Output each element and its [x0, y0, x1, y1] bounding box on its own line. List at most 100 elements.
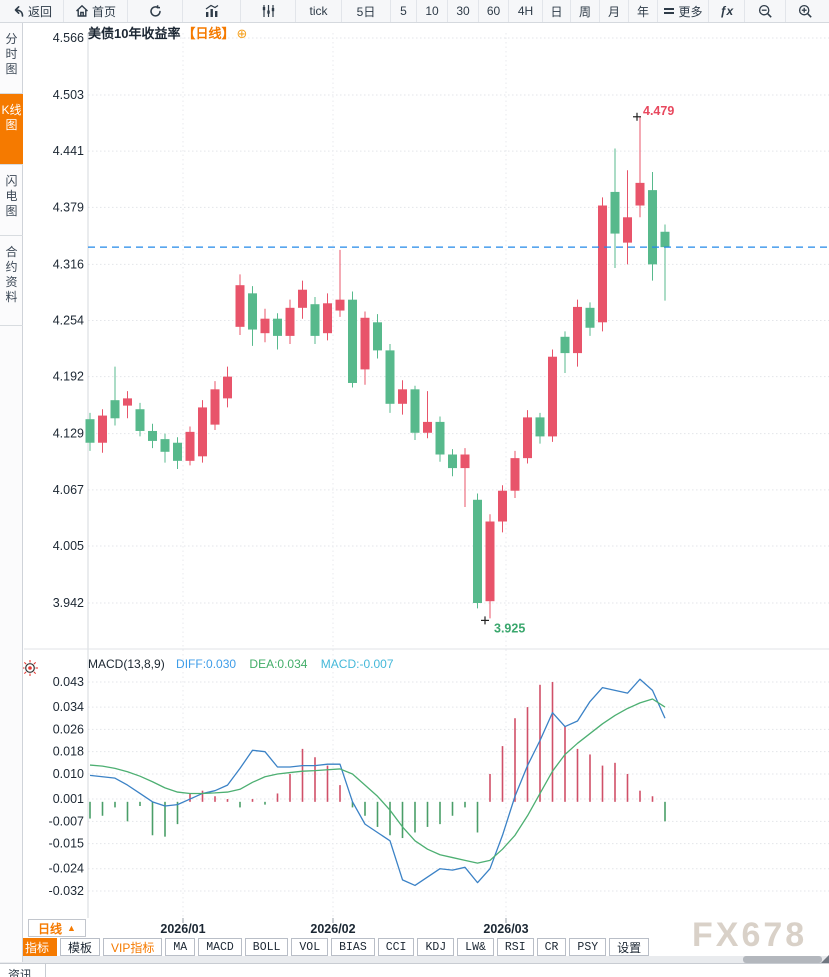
- period-year-button[interactable]: 年: [629, 0, 658, 22]
- x-axis-label: 2026/02: [310, 922, 355, 936]
- sidebar-item-time-chart[interactable]: 分时图: [0, 23, 23, 94]
- candle-body: [548, 356, 557, 437]
- refresh-button[interactable]: [128, 0, 183, 22]
- candle-body: [360, 317, 370, 370]
- tab-vol[interactable]: VOL: [291, 938, 329, 956]
- period-tick-button[interactable]: tick: [296, 0, 342, 22]
- candle-body: [635, 182, 645, 206]
- sidebar-item-candle-chart[interactable]: K线图: [0, 94, 23, 165]
- period-5d-button[interactable]: 5日: [342, 0, 391, 22]
- tab-templates[interactable]: 模板: [60, 938, 101, 956]
- candle-body: [198, 407, 207, 457]
- more-button[interactable]: 更多: [658, 0, 709, 22]
- home-button[interactable]: 首页: [64, 0, 128, 22]
- y-axis-label: 4.316: [53, 257, 84, 271]
- scrollbar-track: [0, 956, 829, 964]
- candle-body: [398, 389, 407, 404]
- macd-y-axis-label: 0.018: [53, 745, 84, 759]
- tab-settings[interactable]: 设置: [609, 938, 650, 956]
- candle-body: [85, 419, 95, 443]
- add-circle-icon[interactable]: ⊕: [236, 26, 248, 41]
- tab-indicators[interactable]: 指标: [17, 938, 58, 956]
- tab-label: MACD: [206, 940, 234, 954]
- candle-body: [460, 454, 470, 469]
- period-tag: 【日线】: [182, 26, 235, 41]
- back-label: 返回: [27, 4, 52, 19]
- tab-macd[interactable]: MACD: [198, 938, 242, 956]
- candle-body: [348, 299, 357, 383]
- tab-cci[interactable]: CCI: [377, 938, 415, 956]
- tab-label: 指标: [25, 940, 50, 955]
- candle-body: [285, 307, 295, 336]
- tab-label: 设置: [617, 940, 642, 955]
- tab-psy[interactable]: PSY: [569, 938, 607, 956]
- period-selector[interactable]: 日线 ▲: [28, 919, 86, 937]
- news-tab[interactable]: 资讯: [0, 964, 46, 977]
- indicator-settings-button[interactable]: [241, 0, 296, 22]
- period-4h-button[interactable]: 4H: [509, 0, 543, 22]
- period-10m-button[interactable]: 10: [417, 0, 448, 22]
- period-5m-button[interactable]: 5: [391, 0, 417, 22]
- tab-label: VOL: [299, 940, 321, 954]
- back-button[interactable]: 返回: [0, 0, 64, 22]
- formula-button[interactable]: ƒx: [709, 0, 745, 22]
- sidebar-item-label: 闪电图: [5, 174, 18, 218]
- macd-y-axis-label: 0.001: [53, 792, 84, 806]
- tab-cr[interactable]: CR: [536, 938, 567, 956]
- tab-kdj[interactable]: KDJ: [417, 938, 455, 956]
- zoom-out-button[interactable]: [745, 0, 786, 22]
- y-axis-label: 4.192: [53, 370, 84, 384]
- candle-body: [248, 293, 257, 330]
- candle-body: [323, 303, 332, 334]
- fx678-watermark: FX678: [692, 916, 808, 954]
- tab-label: RSI: [504, 940, 526, 954]
- macd-dea-line: [89, 698, 666, 864]
- macd-header: MACD(13,8,9) DIFF:0.030 DEA:0.034 MACD:-…: [88, 657, 394, 671]
- macd-y-axis-label: -0.015: [49, 837, 84, 851]
- sidebar-item-label: 合约资料: [5, 245, 18, 304]
- macd-params: MACD(13,8,9): [88, 657, 165, 671]
- zoom-in-icon: [798, 4, 812, 18]
- sidebar-item-lightning-chart[interactable]: 闪电图: [0, 165, 23, 236]
- indicator-tab-row: 指标 模板 VIP指标 MA MACD BOLL VOL BIAS CCI KD…: [17, 938, 650, 956]
- period-selector-label: 日线: [38, 921, 63, 936]
- sun-icon: [23, 671, 27, 675]
- period-60m-button[interactable]: 60: [479, 0, 509, 22]
- candle-body: [385, 350, 395, 404]
- tab-rsi[interactable]: RSI: [496, 938, 534, 956]
- tab-label: PSY: [577, 940, 599, 954]
- more-label: 更多: [678, 4, 703, 19]
- candle-body: [148, 430, 157, 441]
- candle-body: [235, 285, 245, 327]
- candle-body: [185, 431, 195, 461]
- candle-body: [435, 421, 445, 455]
- sidebar-item-contract-info[interactable]: 合约资料: [0, 236, 23, 326]
- period-week-button[interactable]: 周: [571, 0, 600, 22]
- period-day-button[interactable]: 日: [543, 0, 571, 22]
- candle-body: [373, 322, 382, 351]
- sidebar-item-label: K线图: [1, 103, 22, 132]
- refresh-icon: [149, 4, 161, 17]
- period-30m-button[interactable]: 30: [448, 0, 479, 22]
- zoom-in-button[interactable]: [786, 0, 825, 22]
- sidebar-item-label: 分时图: [5, 32, 18, 76]
- tab-ma[interactable]: MA: [165, 938, 196, 956]
- horizontal-scrollbar[interactable]: [743, 956, 822, 963]
- macd-y-axis-label: -0.024: [49, 862, 84, 876]
- macd-diff-line: [89, 678, 666, 887]
- candle-body: [98, 415, 107, 443]
- period-month-button[interactable]: 月: [600, 0, 629, 22]
- tab-vip-indicators[interactable]: VIP指标: [103, 938, 163, 956]
- period-month-label: 月: [607, 4, 620, 19]
- tab-boll[interactable]: BOLL: [244, 938, 289, 956]
- macd-hist-value: MACD:-0.007: [320, 657, 394, 671]
- candle-body: [223, 376, 232, 399]
- macd-y-axis-label: -0.007: [49, 814, 84, 828]
- chart-type-button[interactable]: [183, 0, 241, 22]
- macd-y-axis-label: 0.026: [53, 722, 84, 736]
- chart-title: 美债10年收益率 【日线】 ⊕: [88, 23, 247, 42]
- tab-bias[interactable]: BIAS: [331, 938, 375, 956]
- tab-lwr[interactable]: LW&: [457, 938, 494, 956]
- candle-body: [110, 400, 120, 419]
